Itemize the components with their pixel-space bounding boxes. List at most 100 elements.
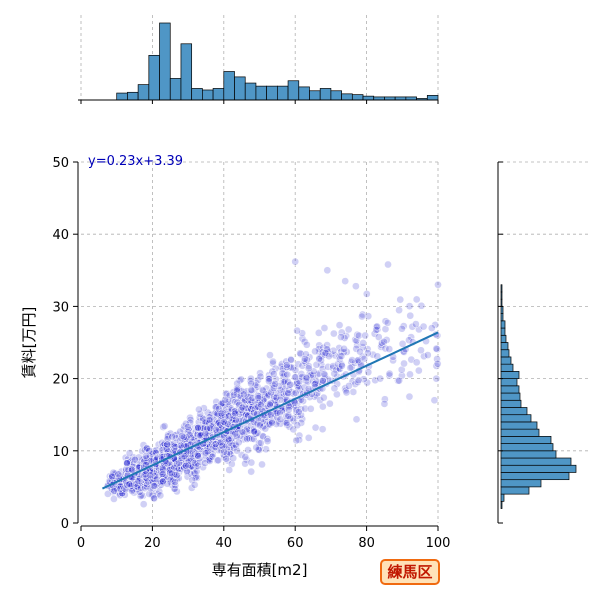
x-hist-bar [212, 88, 225, 101]
y-hist-bar [500, 414, 532, 423]
scatter-point [269, 357, 277, 366]
scatter-point [430, 396, 439, 405]
y-hist-bar [500, 428, 540, 437]
scatter-point [214, 456, 223, 465]
scatter-point [263, 437, 272, 445]
scatter-point [143, 458, 152, 467]
scatter-point [284, 405, 293, 414]
scatter-point [257, 400, 265, 409]
scatter-point [319, 402, 327, 411]
scatter-point [182, 462, 190, 470]
y-hist-bar [500, 472, 570, 481]
scatter-point [311, 423, 320, 432]
scatter-point [337, 333, 345, 341]
x-tick-label: 20 [144, 536, 161, 551]
scatter-point [125, 449, 134, 457]
scatter-point [383, 318, 392, 327]
scatter-point [338, 361, 346, 370]
scatter-point [217, 409, 226, 418]
scatter-point [229, 454, 238, 463]
scatter-point [364, 368, 373, 377]
x-tick-label: 80 [358, 536, 375, 551]
scatter-point [318, 376, 327, 385]
scatter-point [373, 322, 381, 331]
scatter-point [380, 400, 389, 408]
scatter-point [163, 440, 172, 449]
y-tick-label: 30 [52, 300, 69, 315]
scatter-point [231, 429, 240, 438]
scatter-point [163, 434, 172, 443]
scatter-point [187, 484, 196, 492]
x-hist-bar [330, 90, 342, 101]
y-hist-bar [500, 464, 577, 473]
scatter-point [302, 340, 311, 349]
y-hist-bar [500, 327, 506, 336]
scatter-point [110, 495, 118, 503]
scatter-point [164, 432, 172, 441]
scatter-point [321, 349, 330, 357]
scatter-point [395, 306, 403, 315]
scatter-point [433, 359, 442, 368]
y-hist-bar [500, 291, 503, 300]
scatter-point [352, 282, 360, 291]
scatter-point [171, 478, 179, 486]
y-hist-bar [500, 306, 504, 314]
scatter-point [400, 359, 408, 368]
scatter-point [396, 295, 405, 304]
scatter-point [110, 487, 118, 495]
scatter-point [294, 408, 303, 416]
scatter-point [231, 409, 240, 418]
scatter-point [160, 422, 169, 430]
y-hist-bar [500, 457, 572, 466]
x-hist-bar [169, 78, 182, 101]
scatter-point [417, 301, 426, 310]
scatter-point [405, 302, 414, 310]
scatter-point [291, 389, 300, 397]
scatter-point [254, 394, 263, 402]
scatter-point [247, 458, 256, 467]
scatter-point [178, 431, 187, 440]
scatter-point [271, 380, 280, 388]
scatter-point [247, 386, 256, 394]
scatter-point [344, 325, 353, 334]
x-hist-bar [234, 76, 246, 101]
scatter-point [345, 382, 353, 390]
scatter-point [158, 477, 167, 486]
scatter-point [173, 487, 181, 496]
y-tick-label: 0 [61, 517, 69, 532]
scatter-point [398, 324, 406, 333]
scatter-point [256, 421, 264, 430]
y-hist-bar [500, 399, 522, 408]
x-hist-bar [255, 85, 267, 101]
scatter-point [256, 372, 265, 381]
x-hist-bar [180, 43, 193, 101]
scatter-point [241, 453, 250, 461]
scatter-point [337, 352, 346, 360]
scatter-point [234, 438, 243, 447]
scatter-point [319, 393, 328, 402]
scatter-point [159, 470, 167, 478]
x-tick-label: 0 [77, 536, 85, 551]
y-tick-label: 50 [52, 156, 69, 171]
y-hist-bar [500, 313, 504, 322]
scatter-point [201, 449, 210, 457]
scatter-point [311, 347, 319, 356]
scatter-point [131, 455, 139, 464]
scatter-point [283, 361, 291, 369]
y-hist-bar [500, 349, 510, 358]
scatter-point [266, 351, 274, 359]
y-tick-label: 20 [52, 373, 69, 388]
y-hist-bar [500, 378, 518, 387]
scatter-point [282, 419, 291, 427]
y-hist-bar [500, 407, 528, 416]
scatter-point [311, 380, 319, 389]
y-hist-bar [500, 486, 530, 495]
scatter-point [380, 337, 388, 346]
y-hist-bar [500, 385, 520, 394]
scatter-point [283, 370, 292, 379]
x-hist-bar [137, 84, 150, 101]
scatter-point [291, 257, 300, 266]
scatter-point [193, 451, 202, 460]
x-hist-bar [341, 93, 353, 101]
y-hist-bar [500, 443, 554, 452]
